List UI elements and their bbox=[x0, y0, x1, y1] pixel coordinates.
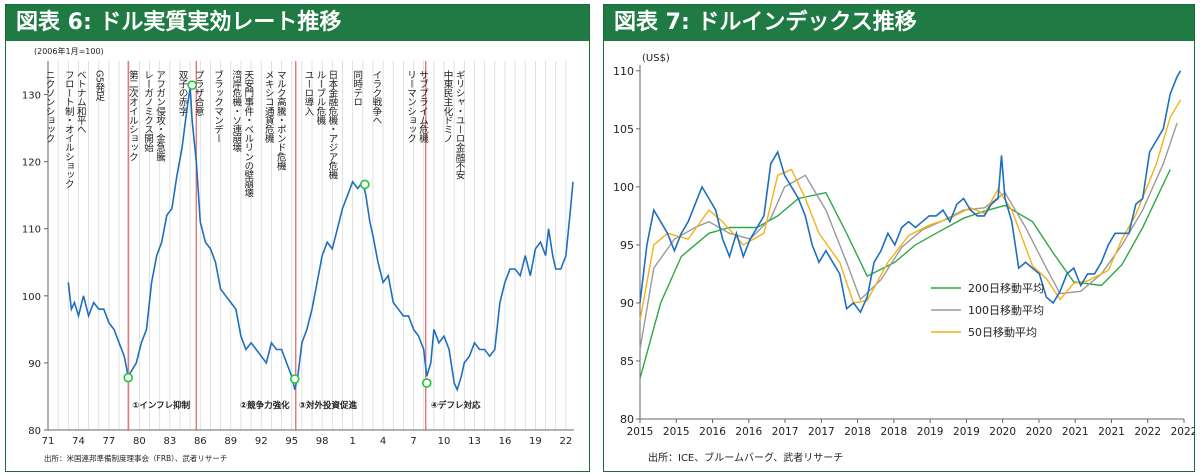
phase-label: ①インフレ抑制 bbox=[132, 400, 190, 411]
y-tick-label: 100 bbox=[22, 292, 41, 303]
event-label: ベトナム和平へ bbox=[75, 70, 87, 134]
event-label: イラク戦争へ bbox=[370, 70, 382, 125]
event-label: 湾岸危機・ソ連崩壊 bbox=[230, 69, 242, 153]
x-tick-label: 2016 bbox=[735, 426, 762, 438]
event-label: ギリシャ・ユーロ金融不安 bbox=[454, 70, 466, 181]
phase-label: ④デフレ対応 bbox=[431, 400, 481, 411]
x-tick-label: 98 bbox=[316, 436, 329, 447]
turning-point-marker bbox=[360, 179, 370, 190]
x-tick-label: 19 bbox=[529, 436, 542, 447]
panel-title: 図表 6: ドル実質実効レート推移 bbox=[6, 5, 589, 41]
phase-label: ③対外投資促進 bbox=[299, 400, 358, 411]
x-tick-label: 2017 bbox=[772, 426, 799, 438]
x-tick-label: 4 bbox=[380, 436, 386, 447]
x-tick-label: 80 bbox=[133, 436, 146, 447]
x-tick-label: 2017 bbox=[808, 426, 835, 438]
x-tick-label: 16 bbox=[499, 436, 512, 447]
event-label: マルク高騰・ポンド危機 bbox=[275, 70, 287, 171]
event-label: ユーロ導入 bbox=[302, 70, 314, 116]
legend-label: 200日移動平均 bbox=[968, 281, 1044, 295]
event-label: 第二次オイルショック bbox=[127, 69, 139, 161]
y-tick-label: 80 bbox=[620, 413, 634, 426]
turning-point-marker bbox=[187, 80, 197, 90]
event-label: 同時テロ bbox=[351, 70, 363, 107]
event-label: 中東民主化ドミノ bbox=[442, 69, 454, 143]
turning-point-marker bbox=[421, 378, 432, 388]
dollar-index-chart: (US$) 80 85 90 95 100 105 110 2015 2015 2016 2016 20… bbox=[613, 53, 1194, 464]
turning-point-marker bbox=[289, 374, 300, 384]
event-label: ブラックマンデー bbox=[212, 69, 224, 142]
y-tick-label: 110 bbox=[613, 65, 634, 78]
y-tick-label: 100 bbox=[613, 181, 634, 194]
event-label: 双子の赤字 bbox=[177, 70, 189, 116]
x-tick-label: 77 bbox=[103, 436, 116, 447]
x-tick-label: 2022 bbox=[1171, 426, 1194, 438]
x-tick-label: 89 bbox=[224, 436, 237, 447]
y-tick-label: 130 bbox=[22, 91, 41, 102]
source-note: 出所：米国連邦準備制度理事会（FRB）、武者リサーチ bbox=[44, 453, 227, 463]
x-tick-label: 95 bbox=[285, 436, 298, 447]
panel-title: 図表 7: ドルインデックス推移 bbox=[604, 5, 1194, 41]
x-tick-label: 1 bbox=[349, 436, 355, 447]
dollar-index-panel: 図表 7: ドルインデックス推移 (US$) 80 85 90 95 100 105 110 2… bbox=[603, 4, 1195, 472]
source-note: 出所：ICE、ブルームバーグ、武者リサーチ bbox=[648, 451, 843, 464]
turning-point-marker bbox=[123, 372, 134, 383]
phase-label: ②競争力強化 bbox=[240, 400, 290, 411]
x-tick-label: 2016 bbox=[699, 426, 726, 438]
y-tick-label: 80 bbox=[28, 426, 41, 437]
x-tick-label: 86 bbox=[194, 436, 207, 447]
legend-label: 100日移動平均 bbox=[968, 303, 1044, 317]
x-tick-label: 2018 bbox=[844, 426, 871, 438]
y-tick-label: 95 bbox=[620, 239, 634, 252]
unit-note: (2006年1月=100) bbox=[34, 46, 104, 56]
x-tick-label: 2021 bbox=[1062, 426, 1089, 438]
x-tick-label: 13 bbox=[468, 436, 481, 447]
legend-label: 50日移動平均 bbox=[968, 325, 1037, 339]
x-tick-label: 2015 bbox=[663, 426, 690, 438]
x-tick-label: 2018 bbox=[880, 426, 907, 438]
x-tick-label: 2022 bbox=[1134, 426, 1161, 438]
event-label: フロート制・オイルショック bbox=[63, 70, 75, 189]
x-tick-label: 2020 bbox=[989, 426, 1016, 438]
event-label: ルーブル危機 bbox=[314, 70, 326, 126]
event-label: G5発足 bbox=[93, 70, 105, 102]
x-tick-label: 2015 bbox=[627, 426, 654, 438]
event-label: アフガン侵攻・金急騰 bbox=[154, 70, 166, 162]
event-label: ニクソンショック bbox=[44, 70, 56, 143]
event-label: リーマンショック bbox=[405, 70, 416, 143]
event-label: レーガノミクス開始 bbox=[142, 70, 154, 153]
dollar-index-line bbox=[639, 70, 1182, 314]
real-effective-rate-panel: 図表 6: ドル実質実効レート推移 (2006年1月=100) 80 90 100 11… bbox=[5, 4, 590, 472]
moving-average-line bbox=[639, 99, 1182, 321]
y-tick-label: 90 bbox=[620, 297, 634, 310]
moving-average-line bbox=[639, 122, 1178, 350]
x-tick-label: 2019 bbox=[953, 426, 980, 438]
x-tick-label: 92 bbox=[255, 436, 268, 447]
x-tick-label: 22 bbox=[560, 436, 573, 447]
y-tick-label: 105 bbox=[613, 123, 634, 136]
x-tick-label: 10 bbox=[438, 436, 451, 447]
rate-series-line bbox=[67, 87, 574, 392]
event-label: サブプライム危機 bbox=[417, 70, 429, 144]
y-tick-label: 120 bbox=[22, 158, 41, 169]
event-label: 日本金融危機・アジア危機 bbox=[326, 70, 338, 181]
event-label: メキシコ通貨危機 bbox=[263, 70, 275, 144]
y-tick-label: 90 bbox=[28, 359, 41, 370]
event-label: 天安門事件・ベルリンの壁崩壊 bbox=[242, 70, 254, 199]
x-tick-label: 7 bbox=[410, 436, 416, 447]
y-tick-label: 85 bbox=[620, 355, 634, 368]
x-tick-label: 2020 bbox=[1026, 426, 1053, 438]
y-unit-label: (US$) bbox=[642, 53, 670, 64]
x-tick-label: 83 bbox=[163, 436, 176, 447]
x-tick-label: 2019 bbox=[917, 426, 944, 438]
x-tick-label: 2021 bbox=[1098, 426, 1125, 438]
x-tick-label: 74 bbox=[72, 436, 85, 447]
y-tick-label: 110 bbox=[22, 225, 41, 236]
x-tick-label: 71 bbox=[42, 436, 55, 447]
event-label: プラザ合意 bbox=[193, 70, 205, 116]
